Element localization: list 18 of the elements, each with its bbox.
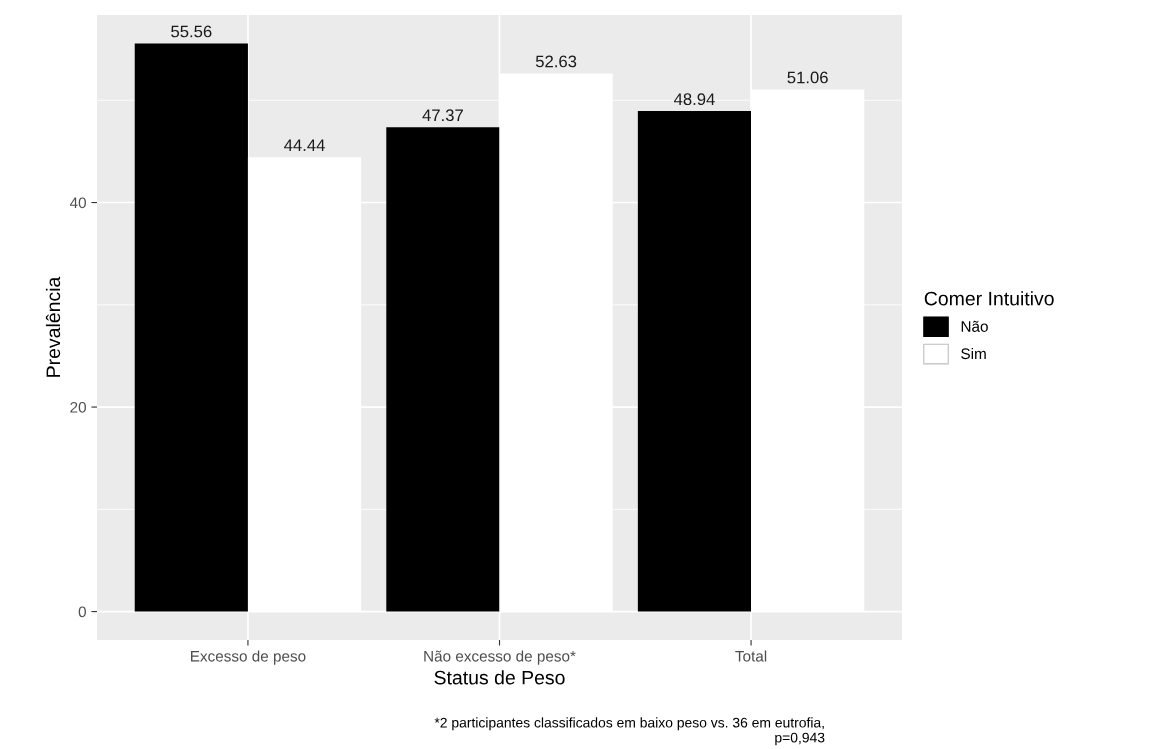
x-tick-label: Total: [735, 650, 767, 662]
data-label: 55.56: [171, 25, 212, 38]
legend-title: Comer Intuitivo: [924, 291, 1054, 306]
legend-label: Sim: [961, 347, 986, 360]
y-tick-label: 20: [70, 401, 86, 413]
y-tick-label: 40: [69, 197, 86, 209]
legend-label: Não: [961, 320, 988, 332]
data-label: 48.94: [673, 93, 715, 106]
y-axis-title: Prevalência: [45, 276, 61, 377]
text: *2 participantes classificados em baixo peso vs. 36 em eutrofia, p=0,943: [434, 717, 825, 746]
data-label: 44.44: [284, 139, 325, 151]
x-axis-title: Status de Peso: [434, 670, 565, 685]
data-label: 51.06: [787, 71, 828, 84]
data-label: 52.63: [535, 55, 577, 68]
x-tick-label: Excesso de peso: [191, 650, 306, 665]
data-label: 47.37: [422, 109, 463, 122]
x-tick-label: Não excesso de peso*: [424, 650, 576, 665]
y-tick-label: 0: [78, 606, 86, 618]
